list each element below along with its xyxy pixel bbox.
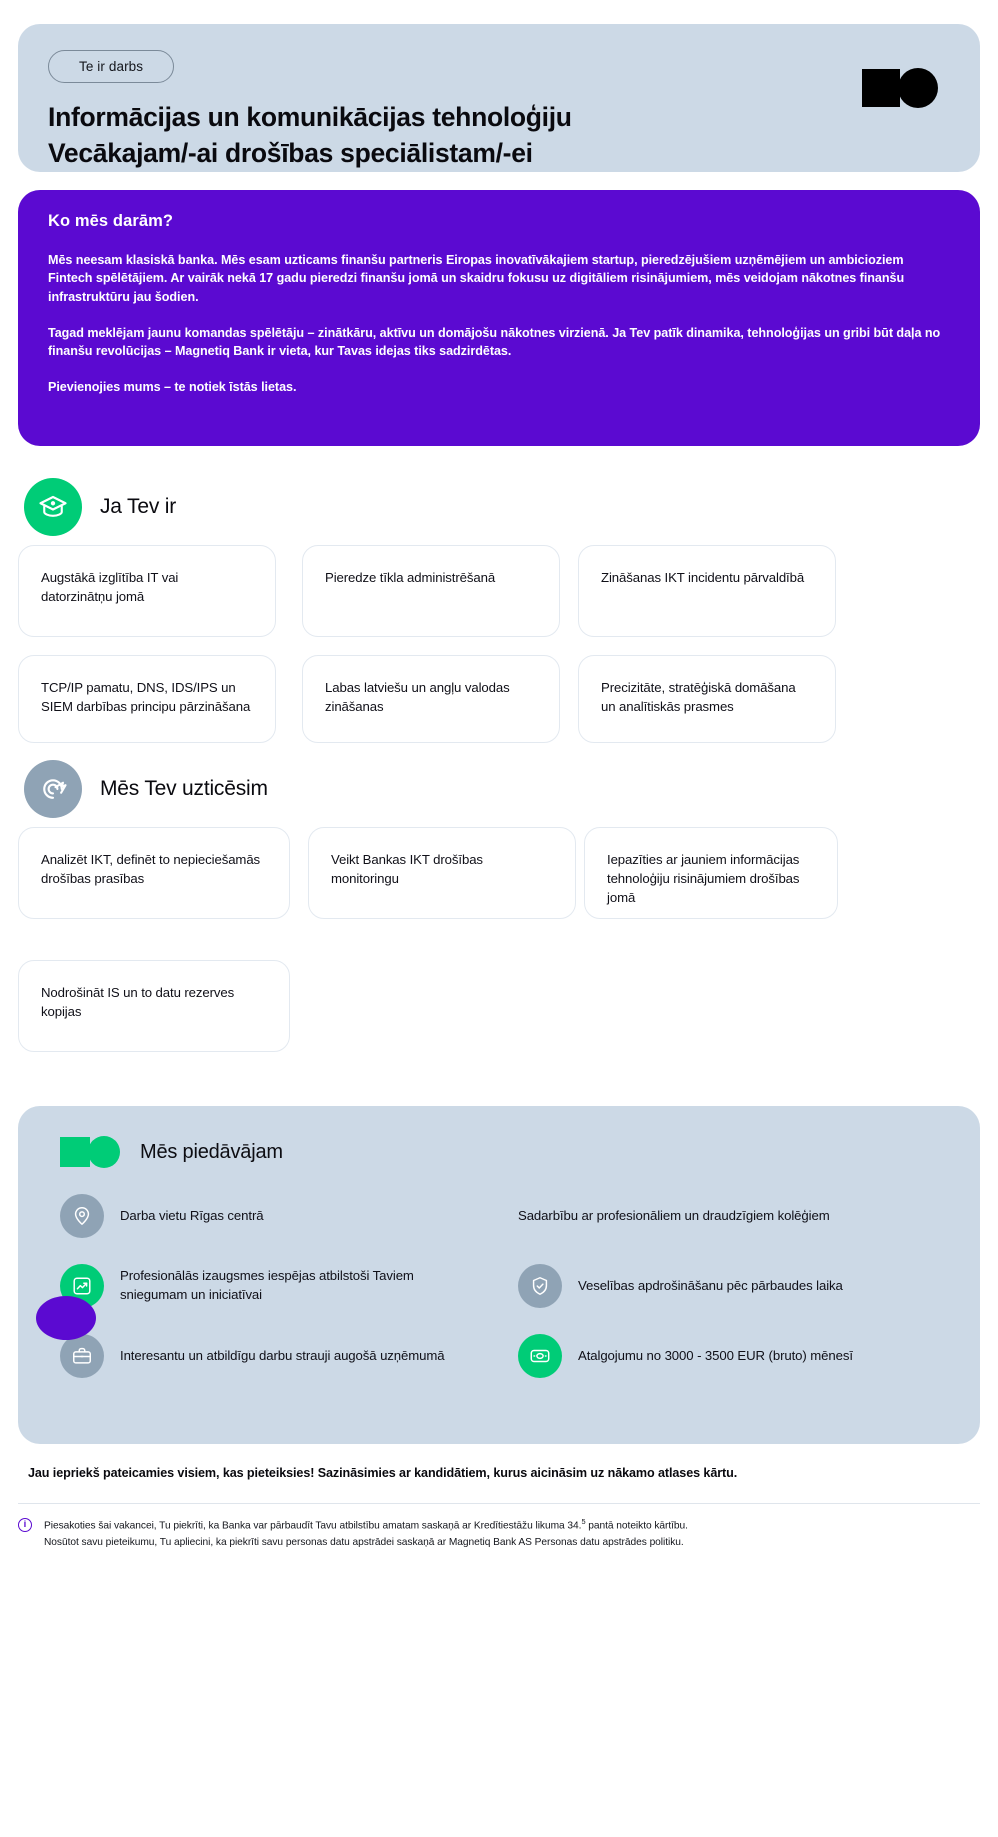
requirements-section-header: Ja Tev ir <box>24 478 176 536</box>
requirements-heading: Ja Tev ir <box>100 495 177 518</box>
legal-disclaimer: i Piesakoties šai vakancei, Tu piekrīti,… <box>18 1516 980 1551</box>
logo-circle-icon <box>88 1136 120 1168</box>
intro-panel: Ko mēs darām? Mēs neesam klasiskā banka.… <box>18 190 980 446</box>
money-icon <box>518 1334 562 1378</box>
disclaimer-superscript: 5 <box>581 1517 586 1526</box>
duty-card: Iepazīties ar jauniem informācijas tehno… <box>584 827 838 919</box>
requirement-card: Augstākā izglītība IT vai datorzinātņu j… <box>18 545 276 637</box>
benefit-item: Sadarbību ar profesionāliem un draudzīgi… <box>36 1194 938 1340</box>
benefit-label: Sadarbību ar profesionāliem un draudzīgi… <box>518 1207 830 1223</box>
benefits-panel: Mēs piedāvājam Darba vietu Rīgas centrā <box>18 1106 980 1444</box>
benefits-heading: Mēs piedāvājam <box>140 1140 283 1163</box>
benefit-label: Interesantu un atbildīgu darbu strauji a… <box>120 1347 445 1363</box>
page-title-line-1: Informācijas un komunikācijas tehnoloģij… <box>48 102 572 132</box>
job-badge: Te ir darbs <box>48 50 175 83</box>
duty-card: Analizēt IKT, definēt to nepieciešamās d… <box>18 827 290 919</box>
benefit-item: Atalgojumu no 3000 - 3500 EUR (bruto) mē… <box>518 1334 938 1378</box>
benefits-brand-logo <box>60 1136 120 1168</box>
benefit-label: Profesionālās izaugsmes iespējas atbilst… <box>120 1268 414 1302</box>
duties-section-header: Mēs Tev uzticēsim <box>24 760 268 818</box>
benefit-item: Profesionālās izaugsmes iespējas atbilst… <box>60 1264 480 1308</box>
benefit-label: Veselības apdrošināšanu pēc pārbaudes la… <box>578 1277 843 1293</box>
duty-card: Veikt Bankas IKT drošības monitoringu <box>308 827 576 919</box>
page-title: Informācijas un komunikācijas tehnoloģij… <box>48 99 708 171</box>
requirement-card: Precizitāte, stratēģiskā domāšana un ana… <box>578 655 836 743</box>
intro-paragraph-1: Mēs neesam klasiskā banka. Mēs esam uzti… <box>48 253 905 304</box>
duties-heading: Mēs Tev uzticēsim <box>100 777 268 800</box>
disclaimer-text: Piesakoties šai vakancei, Tu piekrīti, k… <box>44 1516 688 1551</box>
logo-square-icon <box>862 69 900 107</box>
benefits-list: Darba vietu Rīgas centrā Sadarbību ar pr… <box>36 1194 938 1378</box>
intro-heading: Ko mēs darām? <box>48 212 174 230</box>
benefit-label: Atalgojumu no 3000 - 3500 EUR (bruto) mē… <box>578 1347 853 1363</box>
shield-check-icon <box>518 1264 562 1308</box>
benefits-section-header: Mēs piedāvājam <box>60 1136 938 1168</box>
requirement-card: Zināšanas IKT incidentu pārvaldībā <box>578 545 836 637</box>
benefit-item: Interesantu un atbildīgu darbu strauji a… <box>60 1334 480 1378</box>
logo-circle-icon <box>898 68 938 108</box>
graduation-cap-icon <box>24 478 82 536</box>
intro-paragraph-3: Pievienojies mums – te notiek īstās liet… <box>48 380 297 395</box>
job-header-panel: Te ir darbs Informācijas un komunikācija… <box>18 24 980 172</box>
location-pin-icon <box>60 1194 104 1238</box>
intro-paragraph-2: Tagad meklējam jaunu komandas spēlētāju … <box>48 325 941 358</box>
people-group-icon <box>36 1296 96 1340</box>
requirement-card: TCP/IP pamatu, DNS, IDS/IPS un SIEM darb… <box>18 655 276 743</box>
target-click-icon <box>24 760 82 818</box>
info-icon: i <box>18 1518 32 1532</box>
requirement-card: Labas latviešu un angļu valodas zināšana… <box>302 655 560 743</box>
briefcase-icon <box>60 1334 104 1378</box>
duty-card: Nodrošināt IS un to datu rezerves kopija… <box>18 960 290 1052</box>
page-title-line-2: Vecākajam/-ai drošības speciālistam/-ei <box>48 138 533 169</box>
disclaimer-line-1a: Piesakoties šai vakancei, Tu piekrīti, k… <box>44 1520 582 1532</box>
thank-you-note: Jau iepriekš pateicamies visiem, kas pie… <box>28 1466 738 1480</box>
disclaimer-line-2: Nosūtot savu pieteikumu, Tu apliecini, k… <box>44 1536 684 1548</box>
benefit-item: Darba vietu Rīgas centrā <box>60 1194 480 1238</box>
benefit-label: Darba vietu Rīgas centrā <box>120 1207 264 1223</box>
brand-logo <box>862 68 938 108</box>
benefit-item: Veselības apdrošināšanu pēc pārbaudes la… <box>518 1264 938 1308</box>
footer-divider <box>18 1503 980 1504</box>
logo-square-icon <box>60 1137 90 1167</box>
disclaimer-line-1b: pantā noteikto kārtību. <box>585 1520 688 1532</box>
requirement-card: Pieredze tīkla administrēšanā <box>302 545 560 637</box>
